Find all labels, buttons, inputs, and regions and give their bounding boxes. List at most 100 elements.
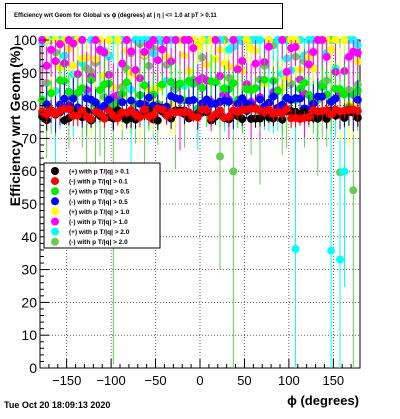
data-points (38, 36, 362, 368)
data-point (78, 36, 87, 44)
data-point (78, 84, 87, 93)
data-point (158, 80, 167, 89)
data-point (60, 94, 69, 103)
data-point (100, 114, 109, 123)
data-point (269, 92, 278, 101)
data-point (113, 114, 122, 123)
chart-title: Efficiency wrt Geom for Global vs ϕ (deg… (14, 13, 217, 19)
legend-entry: (+) with p T/|q| > 0.5 (69, 189, 130, 196)
data-point (153, 56, 162, 65)
x-tick-label: 100 (278, 373, 300, 388)
data-point (113, 36, 122, 44)
data-point (69, 94, 78, 103)
x-tick-label: 50 (237, 373, 251, 388)
y-tick-label: 30 (21, 262, 37, 278)
data-point (224, 97, 233, 106)
data-point (256, 95, 264, 104)
data-point (140, 105, 149, 114)
data-point (47, 89, 56, 98)
y-tick-label: 40 (21, 229, 37, 245)
data-point (233, 65, 242, 74)
data-point (198, 83, 207, 92)
data-point (149, 36, 158, 44)
data-point (304, 60, 313, 69)
data-point (104, 36, 113, 44)
data-point (189, 44, 198, 53)
data-point (340, 36, 349, 44)
legend-marker (51, 187, 59, 196)
data-point (331, 36, 340, 44)
data-point (100, 48, 109, 57)
data-point (229, 167, 238, 176)
data-point (296, 84, 304, 93)
legend-entry: (+) with p T/|q| > 1.0 (69, 209, 130, 216)
data-point (282, 67, 291, 76)
legend: (+) with p T/|q| > 0.1 (-) with p T/|q| >… (43, 162, 161, 249)
data-point (256, 36, 264, 44)
data-point (331, 94, 340, 103)
x-tick-label: 150 (322, 373, 344, 388)
data-point (127, 47, 136, 56)
data-point (216, 152, 224, 161)
x-tick-label: 0 (196, 373, 203, 388)
data-point (224, 112, 233, 121)
data-point (291, 42, 300, 51)
data-point (340, 90, 349, 99)
data-point (162, 36, 171, 44)
data-point (184, 36, 193, 44)
data-point (238, 94, 247, 103)
data-point (296, 94, 304, 103)
data-point (51, 57, 60, 66)
x-tick-label: −100 (96, 373, 125, 388)
y-tick-label: 0 (29, 360, 37, 376)
legend-entry: (+) with p T/|q| > 2.0 (69, 229, 130, 236)
y-tick-label: 20 (21, 294, 37, 310)
legend-marker (51, 227, 59, 236)
y-tick-label: 10 (21, 327, 37, 343)
data-point (144, 93, 153, 102)
chart-title-box: Efficiency wrt Geom for Global vs ϕ (deg… (5, 3, 283, 29)
data-point (304, 112, 313, 121)
data-point (353, 49, 362, 58)
data-point (153, 116, 162, 125)
data-point (304, 91, 313, 100)
data-point (136, 113, 144, 122)
data-point (171, 36, 180, 44)
data-point (238, 115, 247, 124)
data-point (229, 79, 238, 88)
data-point (193, 113, 202, 122)
data-point (349, 186, 358, 195)
data-point (327, 45, 336, 54)
y-tick-label: 60 (21, 163, 37, 179)
y-tick-label: 50 (21, 196, 37, 212)
legend-marker (51, 197, 59, 206)
data-point (176, 79, 184, 88)
data-point (158, 105, 167, 114)
data-point (69, 39, 78, 48)
data-point (238, 56, 247, 65)
data-point (260, 75, 269, 84)
data-point (300, 78, 309, 87)
data-point (127, 96, 136, 105)
data-point (322, 52, 331, 61)
x-tick-label: −50 (145, 373, 167, 388)
data-point (291, 245, 300, 254)
x-axis-label: ϕ (degrees) (287, 393, 359, 408)
data-point (282, 105, 291, 114)
data-point (264, 42, 273, 51)
data-point (273, 87, 282, 96)
timestamp: Tue Oct 20 18:09:13 2020 (4, 400, 111, 410)
data-point (42, 61, 51, 70)
x-tick-label: −150 (52, 373, 81, 388)
legend-marker (51, 167, 59, 175)
data-point (251, 84, 260, 93)
data-point (318, 36, 327, 44)
legend-entry: (-) with p T/|q| > 2.0 (69, 239, 128, 246)
y-tick-label: 90 (21, 65, 37, 81)
data-point (60, 77, 69, 86)
data-point (309, 48, 318, 57)
legend-marker (51, 237, 59, 246)
data-point (78, 106, 87, 115)
